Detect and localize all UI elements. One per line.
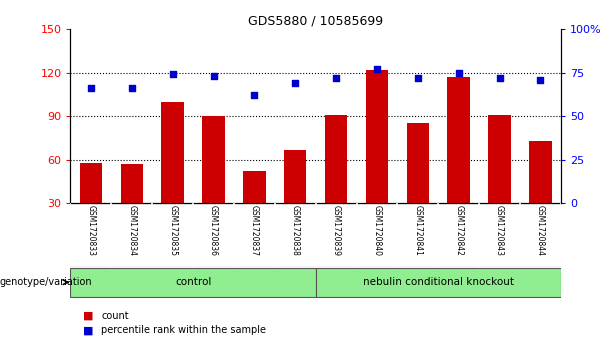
Bar [406,123,429,203]
Bar [284,150,306,203]
Point [291,80,300,86]
Text: ■: ■ [83,311,93,321]
Point [249,92,259,98]
Point [127,85,137,91]
Bar [489,115,511,203]
Text: GSM1720834: GSM1720834 [128,205,136,256]
Text: GSM1720833: GSM1720833 [86,205,96,256]
Bar [366,70,388,203]
Point [413,75,423,81]
Text: genotype/variation: genotype/variation [0,277,93,287]
Text: GSM1720835: GSM1720835 [168,205,177,256]
Text: percentile rank within the sample: percentile rank within the sample [101,325,266,335]
Text: GSM1720841: GSM1720841 [413,205,422,256]
Point [86,85,96,91]
FancyBboxPatch shape [70,268,316,297]
Text: control: control [175,277,211,287]
Text: GSM1720839: GSM1720839 [332,205,341,256]
Point [372,66,382,72]
Point [168,72,178,77]
Bar [161,102,184,203]
Point [208,73,218,79]
Point [495,75,504,81]
Bar [447,77,470,203]
Title: GDS5880 / 10585699: GDS5880 / 10585699 [248,15,383,28]
Text: GSM1720836: GSM1720836 [209,205,218,256]
Text: GSM1720843: GSM1720843 [495,205,504,256]
Bar [529,141,552,203]
Text: GSM1720842: GSM1720842 [454,205,463,256]
Text: count: count [101,311,129,321]
Text: GSM1720838: GSM1720838 [291,205,300,256]
Bar [325,115,348,203]
Text: GSM1720837: GSM1720837 [250,205,259,256]
Point [454,70,463,76]
Point [536,77,546,82]
Text: nebulin conditional knockout: nebulin conditional knockout [363,277,514,287]
Bar [243,171,265,203]
Text: GSM1720840: GSM1720840 [373,205,381,256]
Text: ■: ■ [83,325,93,335]
Bar [80,163,102,203]
FancyBboxPatch shape [316,268,561,297]
Text: GSM1720844: GSM1720844 [536,205,545,256]
Point [331,75,341,81]
Bar [202,116,225,203]
Bar [121,164,143,203]
